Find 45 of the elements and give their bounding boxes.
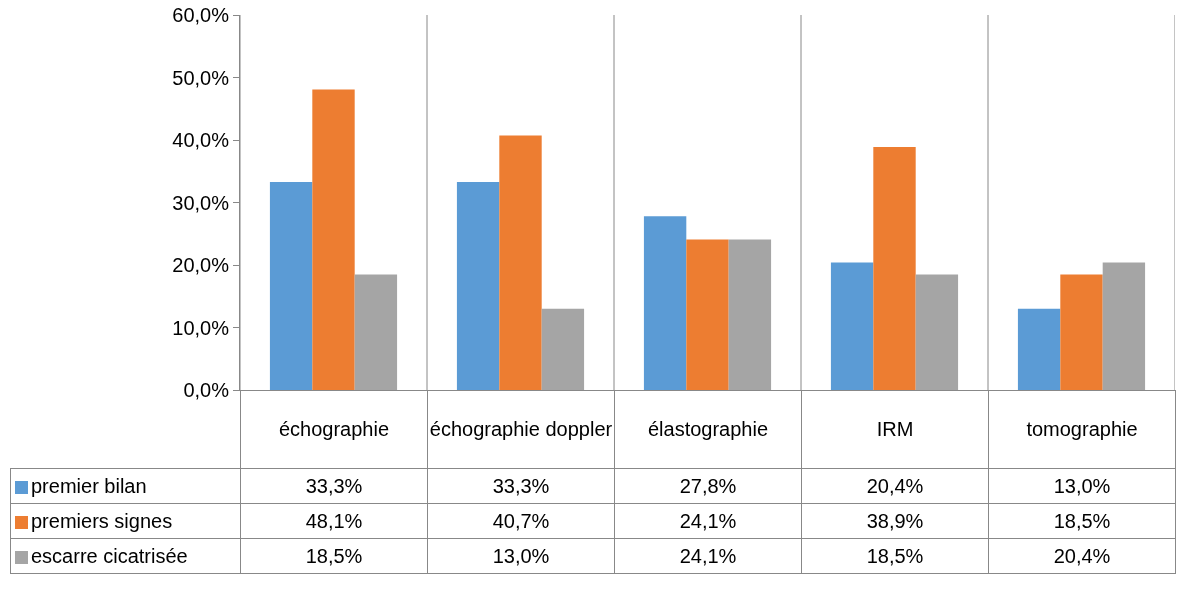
data-label: 13,0% bbox=[427, 538, 615, 574]
bar bbox=[915, 274, 959, 390]
data-label: 27,8% bbox=[614, 468, 802, 504]
data-label: 20,4% bbox=[988, 538, 1176, 574]
x-tick-label: élastographie bbox=[614, 390, 802, 469]
y-tick-label: 20,0% bbox=[172, 254, 230, 276]
bar bbox=[541, 308, 585, 390]
data-label: 38,9% bbox=[801, 503, 989, 539]
data-label: 18,5% bbox=[988, 503, 1176, 539]
bar bbox=[643, 216, 687, 390]
x-tick-label: IRM bbox=[801, 390, 989, 469]
data-label: 18,5% bbox=[801, 538, 989, 574]
y-tick-label: 10,0% bbox=[172, 316, 230, 339]
bar bbox=[1060, 274, 1103, 390]
bar bbox=[354, 274, 398, 390]
data-label: 18,5% bbox=[240, 538, 428, 574]
legend-label: premiers signes bbox=[31, 509, 173, 532]
data-label: 40,7% bbox=[427, 503, 615, 539]
data-label: 13,0% bbox=[988, 468, 1176, 504]
data-label: 24,1% bbox=[614, 503, 802, 539]
x-tick-label: échographie bbox=[240, 390, 428, 469]
data-label: 33,3% bbox=[427, 468, 615, 504]
data-label: 20,4% bbox=[801, 468, 989, 504]
bar bbox=[873, 146, 916, 390]
x-tick-label: échographie doppler bbox=[427, 390, 615, 469]
bar bbox=[728, 239, 772, 390]
y-tick-label: 60,0% bbox=[172, 4, 230, 26]
bar bbox=[456, 181, 500, 390]
bar bbox=[1017, 308, 1061, 390]
y-tick-label: 50,0% bbox=[172, 66, 230, 89]
bar bbox=[1102, 262, 1146, 390]
bar bbox=[269, 181, 313, 390]
x-tick-label: tomographie bbox=[988, 390, 1176, 469]
y-tick-label: 30,0% bbox=[172, 191, 230, 214]
bar bbox=[312, 89, 355, 390]
data-label: 24,1% bbox=[614, 538, 802, 574]
data-label: 33,3% bbox=[240, 468, 428, 504]
bar bbox=[686, 239, 729, 390]
y-tick-label: 40,0% bbox=[172, 129, 230, 151]
legend-label: premier bilan bbox=[31, 474, 147, 497]
bar bbox=[830, 262, 874, 390]
data-label: 48,1% bbox=[240, 503, 428, 539]
bar bbox=[499, 135, 542, 390]
legend-label: escarre cicatrisée bbox=[31, 544, 188, 567]
y-tick-label: 0,0% bbox=[183, 379, 230, 401]
